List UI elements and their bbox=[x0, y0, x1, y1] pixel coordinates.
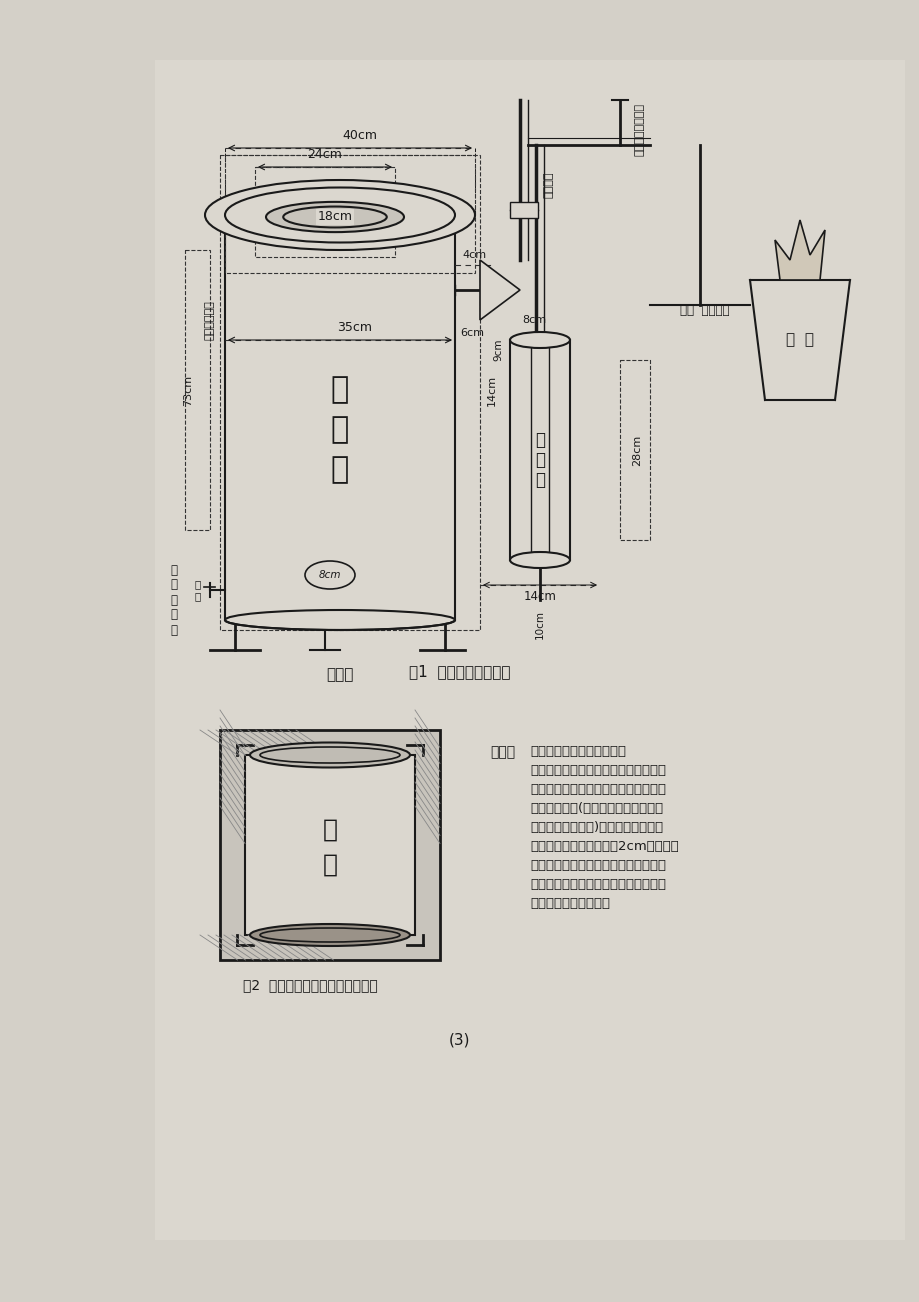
Text: 膛: 膛 bbox=[323, 853, 337, 878]
Bar bbox=[244, 755, 414, 935]
Text: 过: 过 bbox=[535, 431, 544, 449]
Text: (3): (3) bbox=[448, 1032, 471, 1048]
Bar bbox=[185, 250, 210, 530]
Bar bbox=[255, 167, 394, 256]
Ellipse shape bbox=[509, 552, 570, 568]
Ellipse shape bbox=[266, 202, 403, 232]
Text: 6cm: 6cm bbox=[460, 328, 483, 339]
Ellipse shape bbox=[283, 207, 386, 228]
Text: 14cm: 14cm bbox=[523, 590, 556, 603]
Text: 14cm: 14cm bbox=[486, 375, 496, 405]
Text: 炉: 炉 bbox=[331, 456, 348, 484]
Polygon shape bbox=[480, 260, 519, 320]
Text: 三
通: 三 通 bbox=[195, 579, 201, 600]
Text: 28cm: 28cm bbox=[631, 435, 641, 466]
Text: 排烟开关: 排烟开关 bbox=[543, 172, 553, 198]
Ellipse shape bbox=[509, 332, 570, 348]
Text: 滤: 滤 bbox=[535, 450, 544, 469]
Bar bbox=[225, 155, 474, 272]
Ellipse shape bbox=[305, 561, 355, 589]
Text: 35cm: 35cm bbox=[337, 322, 372, 335]
Text: 8cm: 8cm bbox=[521, 315, 546, 326]
Text: 气: 气 bbox=[331, 375, 348, 405]
Text: 风
机
进
风
口: 风 机 进 风 口 bbox=[170, 564, 177, 637]
Bar bbox=[220, 155, 480, 630]
Text: 化: 化 bbox=[331, 415, 348, 444]
Ellipse shape bbox=[250, 924, 410, 947]
Ellipse shape bbox=[250, 742, 410, 767]
Text: 出灰口: 出灰口 bbox=[326, 668, 353, 682]
Text: 二次供氧接口开关: 二次供氧接口开关 bbox=[634, 103, 644, 156]
Bar bbox=[220, 730, 439, 960]
Polygon shape bbox=[774, 220, 824, 280]
Bar bbox=[509, 202, 538, 217]
Text: 三通  灶前开关: 三通 灶前开关 bbox=[679, 303, 729, 316]
Text: 8cm: 8cm bbox=[318, 570, 341, 579]
Ellipse shape bbox=[260, 747, 400, 763]
Text: 40cm: 40cm bbox=[342, 129, 377, 142]
Text: 18cm: 18cm bbox=[317, 211, 352, 224]
Text: 图2  风机供氧分布盘、炉膛示意图: 图2 风机供氧分布盘、炉膛示意图 bbox=[243, 978, 377, 992]
Text: 10cm: 10cm bbox=[535, 611, 544, 639]
Ellipse shape bbox=[205, 180, 474, 250]
Text: 图1  气化炉安装示意图: 图1 气化炉安装示意图 bbox=[409, 664, 510, 680]
Ellipse shape bbox=[225, 187, 455, 242]
Text: 73cm: 73cm bbox=[183, 375, 193, 405]
Text: 炉: 炉 bbox=[323, 818, 337, 842]
Ellipse shape bbox=[225, 611, 455, 630]
Bar bbox=[154, 60, 904, 1240]
Text: 灶  具: 灶 具 bbox=[785, 332, 813, 348]
Text: 9cm: 9cm bbox=[493, 339, 503, 361]
Text: 24cm: 24cm bbox=[307, 148, 342, 161]
Text: 左图中炉体与炉膛间阴影部
分为保温层。保温层所用材料为：耐高
温高标号水泥、砂、粘性黄土加适量水
混合成面团状(水份不易过多，以手拿
起可操作定形为宜)，沿图中: 左图中炉体与炉膛间阴影部 分为保温层。保温层所用材料为：耐高 温高标号水泥、砂、… bbox=[529, 745, 678, 910]
Ellipse shape bbox=[260, 928, 400, 943]
Text: 4cm: 4cm bbox=[462, 250, 486, 260]
Bar bbox=[619, 359, 650, 540]
Text: 说明：: 说明： bbox=[490, 745, 515, 759]
Text: 器: 器 bbox=[535, 471, 544, 490]
Text: 二次供氧接口: 二次供氧接口 bbox=[205, 301, 215, 340]
